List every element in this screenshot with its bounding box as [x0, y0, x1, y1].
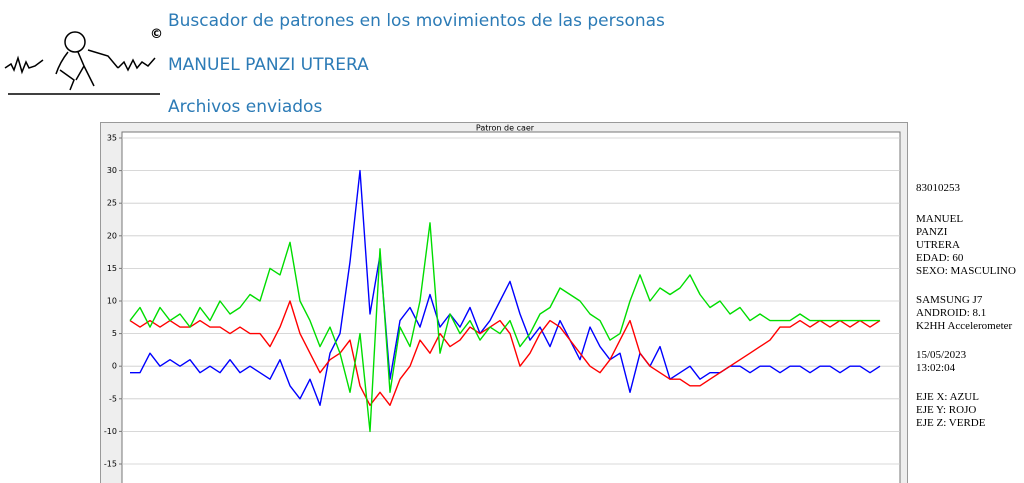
person-line: SEXO: MASCULINO [916, 265, 1016, 277]
chart: Patron de caer -15 -10 -5 0 5 10 15 20 25 30 35 [100, 122, 908, 483]
y-tick-label: 10 [107, 297, 117, 306]
axis-legend: EJE Y: ROJO [916, 404, 977, 416]
device-lines: SAMSUNG J7 ANDROID: 8.1 K2HH Accelerometer [916, 294, 1012, 333]
y-tick-label: 0 [112, 362, 117, 371]
site-title: Buscador de patrones en los movimientos … [168, 11, 665, 31]
logo: © [4, 27, 163, 95]
y-tick-label: 25 [107, 199, 117, 208]
data-line [130, 169, 881, 406]
device-line: SAMSUNG J7 [916, 294, 983, 306]
datetime-lines: 15/05/2023 13:02:04 [916, 349, 966, 375]
y-tick-label: 15 [107, 264, 117, 273]
data-line [129, 222, 880, 433]
person-lines: MANUEL PANZI UTRERA EDAD: 60 SEXO: MASCULINO [916, 213, 1016, 278]
y-tick-label: -10 [104, 427, 117, 436]
person-line: UTRERA [916, 239, 960, 251]
person-line: PANZI [916, 226, 948, 238]
y-tick-label: 35 [107, 134, 117, 143]
y-tick-label: 20 [107, 231, 117, 240]
datetime-line: 15/05/2023 [916, 349, 967, 361]
person-line: EDAD: 60 [916, 252, 964, 264]
person-line: MANUEL [916, 213, 964, 225]
device-line: K2HH Accelerometer [916, 320, 1013, 332]
y-tick-label: -15 [104, 460, 117, 469]
axis-legends: EJE X: AZUL EJE Y: ROJO EJE Z: VERDE [916, 391, 985, 430]
record-id: 83010253 [916, 182, 960, 194]
plot-area [121, 131, 901, 483]
svg-text:©: © [150, 27, 163, 42]
y-tick-label: 5 [112, 329, 117, 338]
y-tick-label: -5 [109, 394, 117, 403]
device-line: ANDROID: 8.1 [916, 307, 987, 319]
files-link[interactable]: Archivos enviados [168, 97, 323, 117]
chart-title: Patron de caer [476, 124, 535, 133]
y-tick-label: 30 [107, 166, 117, 175]
datetime-line: 13:02:04 [916, 362, 956, 374]
axis-legend: EJE X: AZUL [916, 391, 979, 403]
user-name: MANUEL PANZI UTRERA [168, 55, 369, 75]
axis-legend: EJE Z: VERDE [916, 417, 986, 429]
